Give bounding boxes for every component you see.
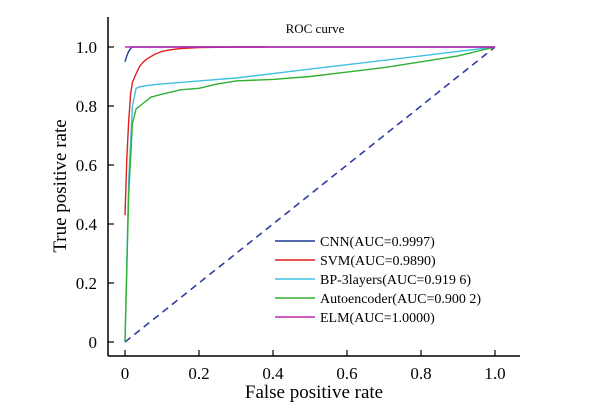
legend-entry: BP-3layers(AUC=0.919 6) [320, 273, 471, 288]
y-tick-label: 1.0 [76, 38, 97, 57]
legend: CNN(AUC=0.9997) SVM(AUC=0.9890) BP-3layers… [275, 235, 481, 326]
legend-entry: SVM(AUC=0.9890) [320, 254, 436, 269]
chance-reference-line [124, 46, 496, 343]
x-tick-label: 1.0 [484, 364, 505, 383]
x-tick-label: 0 [121, 364, 130, 383]
series-line-0 [124, 46, 495, 63]
legend-entry: Autoencoder(AUC=0.900 2) [320, 292, 481, 307]
y-tick-label: 0.2 [76, 274, 97, 293]
chart-title: ROC curve [286, 21, 345, 36]
x-tick-label: 0.2 [188, 364, 209, 383]
x-axis-label: False positive rate [245, 382, 383, 403]
legend-entry: ELM(AUC=1.0000) [320, 311, 435, 326]
legend-entry: CNN(AUC=0.9997) [320, 235, 435, 250]
y-ticks: 0 0.2 0.4 0.6 0.8 1.0 [76, 38, 114, 352]
y-tick-label: 0.8 [76, 97, 97, 116]
y-tick-label: 0 [89, 333, 98, 352]
series-line-3 [124, 46, 496, 343]
x-tick-label: 0.4 [262, 364, 284, 383]
series-line-1 [124, 46, 266, 216]
x-tick-label: 0.6 [336, 364, 357, 383]
y-axis-label: True positive rate [50, 119, 71, 252]
y-tick-label: 0.6 [76, 156, 97, 175]
series-line-2 [124, 46, 496, 343]
plot-area [124, 46, 496, 343]
x-tick-label: 0.8 [410, 364, 431, 383]
axes [107, 17, 520, 357]
y-tick-label: 0.4 [76, 215, 98, 234]
x-ticks: 0 0.2 0.4 0.6 0.8 1.0 [121, 350, 506, 383]
